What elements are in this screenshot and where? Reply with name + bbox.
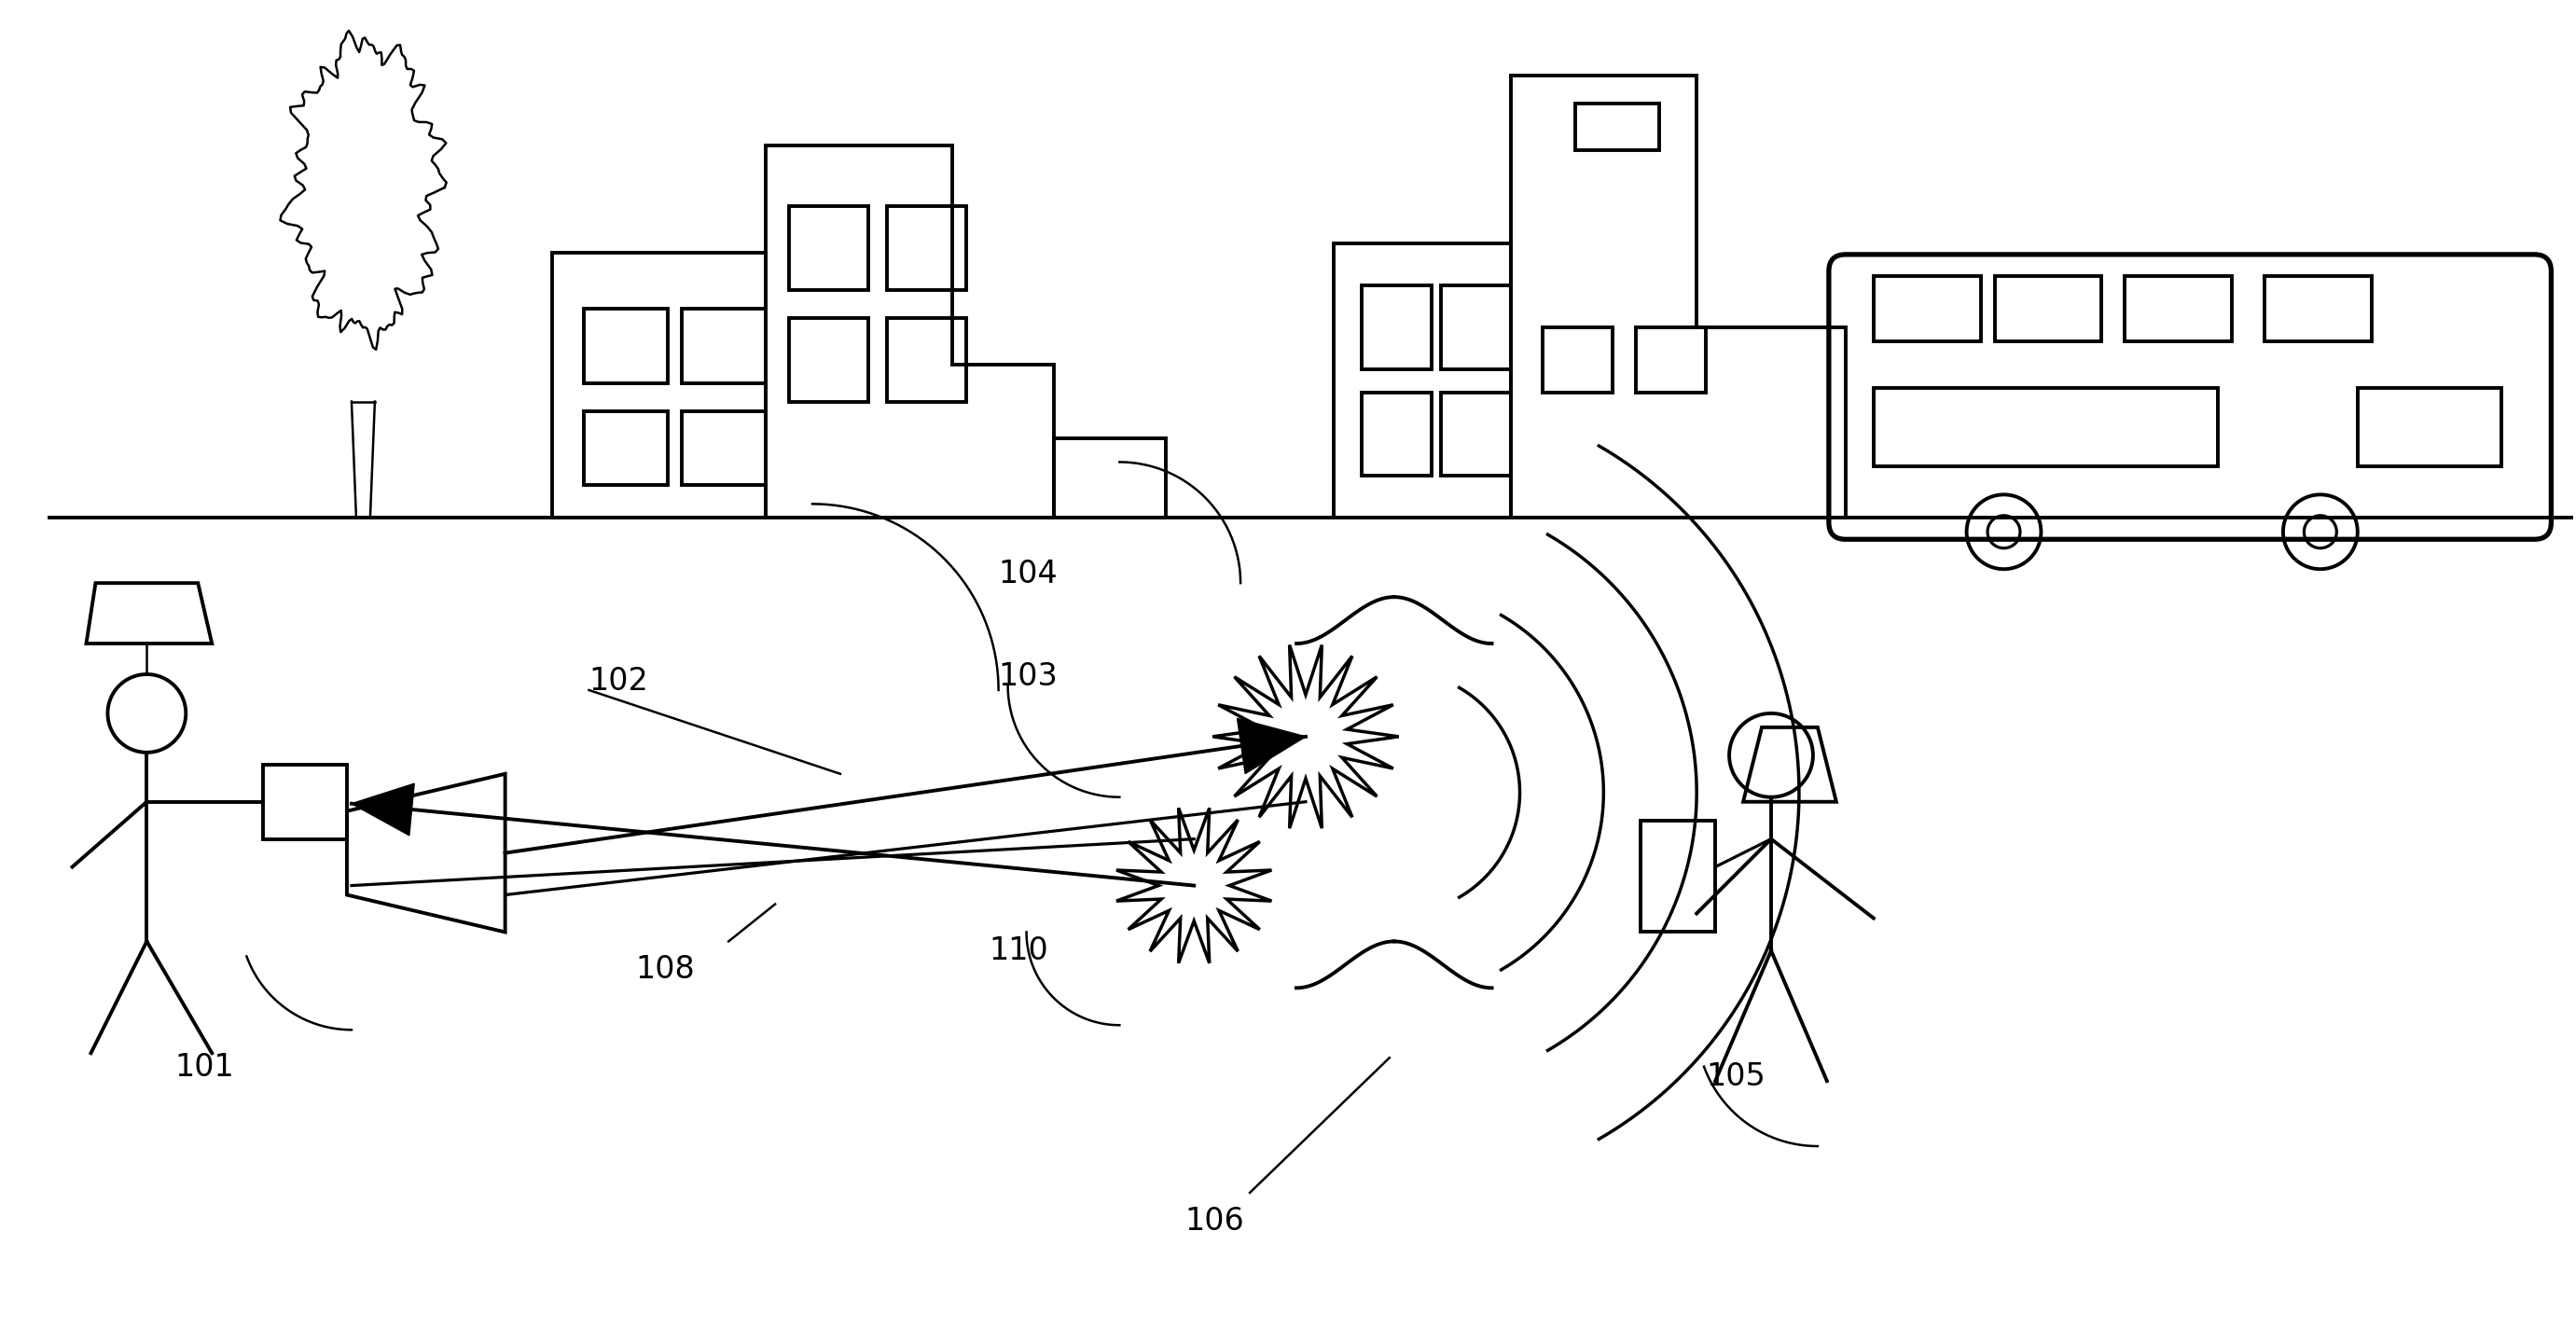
Bar xyxy=(1440,286,1510,369)
Text: 102: 102 xyxy=(590,666,649,696)
Bar xyxy=(1577,103,1659,150)
Bar xyxy=(683,411,765,486)
Bar xyxy=(1440,392,1510,476)
Bar xyxy=(1636,327,1705,392)
Bar xyxy=(585,309,667,382)
Text: 110: 110 xyxy=(989,935,1048,966)
Bar xyxy=(788,207,868,290)
Text: 106: 106 xyxy=(1185,1205,1244,1236)
Bar xyxy=(2264,276,2372,341)
Bar xyxy=(2357,388,2501,467)
Text: 104: 104 xyxy=(999,558,1059,589)
Bar xyxy=(1363,392,1432,476)
Text: 108: 108 xyxy=(636,954,696,985)
Polygon shape xyxy=(350,784,415,836)
Text: 103: 103 xyxy=(999,662,1059,692)
Bar xyxy=(263,765,348,839)
Bar xyxy=(2125,276,2231,341)
Bar xyxy=(1363,286,1432,369)
Bar xyxy=(1994,276,2102,341)
Bar xyxy=(585,411,667,486)
Polygon shape xyxy=(1236,718,1306,773)
Bar xyxy=(683,309,765,382)
Bar xyxy=(1873,276,1981,341)
Text: 105: 105 xyxy=(1705,1062,1765,1092)
Text: 101: 101 xyxy=(175,1052,234,1083)
Bar xyxy=(1543,327,1613,392)
Bar xyxy=(886,318,966,401)
Bar xyxy=(886,207,966,290)
Bar xyxy=(788,318,868,401)
Bar xyxy=(1873,388,2218,467)
